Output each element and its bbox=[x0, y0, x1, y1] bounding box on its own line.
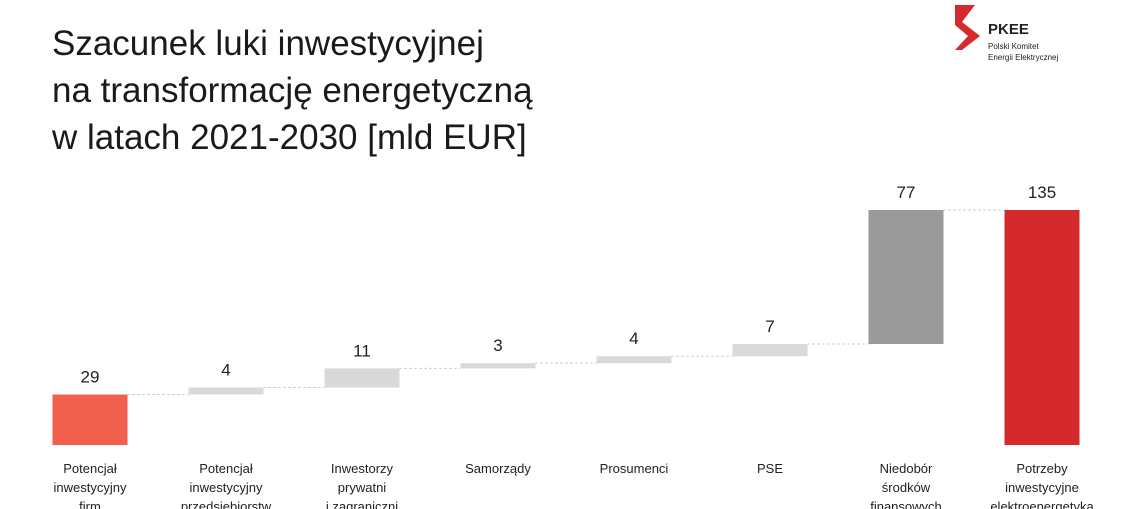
x-tick-label: firm bbox=[79, 499, 101, 509]
bar bbox=[52, 394, 128, 445]
x-tick-label: elektroenergetyka bbox=[990, 499, 1094, 509]
chart-title: Szacunek luki inwestycyjnej bbox=[52, 24, 484, 63]
data-label: 4 bbox=[221, 361, 230, 380]
x-tick-label: Potencjał bbox=[63, 461, 117, 476]
logo-mark bbox=[955, 5, 980, 50]
x-tick-label: Potencjał bbox=[199, 461, 253, 476]
x-tick-label: inwestycyjny bbox=[190, 480, 263, 495]
bar bbox=[324, 368, 400, 388]
bar bbox=[188, 387, 264, 395]
data-label: 4 bbox=[629, 329, 638, 348]
chart-title: na transformację energetyczną bbox=[52, 71, 533, 110]
bar bbox=[732, 344, 808, 357]
x-tick-label: Niedobór bbox=[880, 461, 933, 476]
data-label: 29 bbox=[81, 368, 100, 387]
x-tick-label: inwestycyjny bbox=[54, 480, 127, 495]
x-tick-label: Samorządy bbox=[465, 461, 531, 476]
logo-text: Energii Elektrycznej bbox=[988, 53, 1058, 62]
logo-text: Polski Komitet bbox=[988, 42, 1039, 51]
bar bbox=[868, 210, 944, 345]
data-label: 7 bbox=[765, 317, 774, 336]
x-tick-label: i zagraniczni bbox=[326, 499, 398, 509]
data-label: 135 bbox=[1028, 183, 1056, 202]
bar bbox=[1004, 210, 1080, 445]
x-tick-label: przedsiębiorstw bbox=[181, 499, 272, 509]
bar bbox=[460, 363, 536, 369]
logo-name: PKEE bbox=[988, 21, 1029, 38]
chart-title: w latach 2021-2030 [mld EUR] bbox=[51, 118, 527, 157]
x-tick-label: Inwestorzy bbox=[331, 461, 394, 476]
x-tick-label: Prosumenci bbox=[600, 461, 669, 476]
x-tick-label: środków bbox=[882, 480, 931, 495]
data-label: 11 bbox=[353, 341, 371, 360]
bar bbox=[596, 356, 672, 364]
x-tick-label: PSE bbox=[757, 461, 783, 476]
data-label: 77 bbox=[897, 183, 916, 202]
x-tick-label: inwestycyjne bbox=[1005, 480, 1079, 495]
x-tick-label: prywatni bbox=[338, 480, 387, 495]
x-tick-label: Potrzeby bbox=[1016, 461, 1068, 476]
x-tick-label: finansowych bbox=[870, 499, 942, 509]
logo: PKEE Polski Komitet Energii Elektrycznej bbox=[955, 5, 1058, 62]
data-label: 3 bbox=[493, 336, 502, 355]
